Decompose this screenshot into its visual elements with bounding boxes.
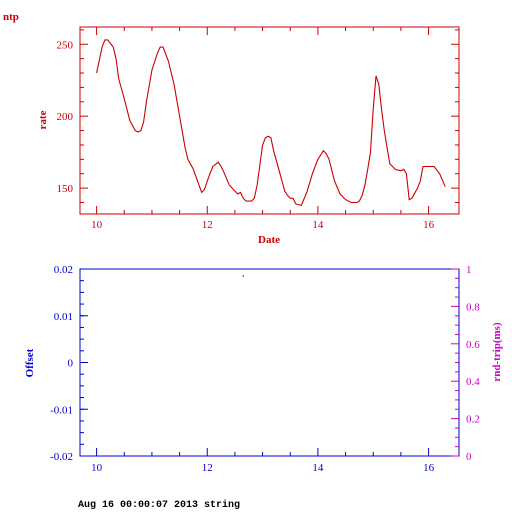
rate-chart-x-label: Date [258, 234, 280, 246]
offset-x-tick-label: 10 [91, 462, 103, 474]
roundtrip-y-tick-label: 0.4 [466, 376, 480, 388]
offset-data-point [242, 275, 244, 277]
offset-series-points [242, 275, 244, 277]
rate-chart-frame [79, 26, 460, 215]
rate-y-tick-label: 200 [57, 111, 74, 123]
roundtrip-y-tick-label: 0.8 [466, 301, 480, 313]
offset-chart-y2-label: rnd-trip(ms) [491, 322, 503, 382]
rate-chart-y-ticks: 150 200 250 [57, 29, 459, 203]
roundtrip-y-tick-label: 0.2 [466, 414, 480, 426]
offset-chart-frame [79, 268, 460, 457]
rate-series-line [96, 39, 446, 207]
roundtrip-y-tick-label: 0 [466, 451, 472, 463]
rate-chart-y-label: rate [37, 110, 49, 129]
footer-timestamp: Aug 16 00:00:07 2013 string [78, 500, 241, 511]
rate-x-tick-label: 16 [423, 219, 435, 231]
offset-y-tick-label: 0.02 [54, 264, 73, 276]
offset-y-tick-label: -0.01 [50, 404, 73, 416]
offset-chart-y-ticks: -0.02 -0.01 0 0.01 0.02 [50, 264, 88, 463]
rate-x-tick-label: 12 [202, 219, 213, 231]
rate-chart: 10 12 14 16 150 200 250 Date rate [37, 26, 460, 246]
offset-y-tick-label: 0.01 [54, 311, 73, 323]
rate-y-tick-label: 150 [57, 183, 74, 195]
roundtrip-y-tick-label: 0.6 [466, 339, 480, 351]
offset-chart-x-ticks: 10 12 14 16 [91, 448, 435, 474]
offset-x-tick-label: 12 [202, 462, 213, 474]
offset-y-tick-label: 0 [68, 358, 74, 370]
rate-x-tick-label: 14 [312, 219, 324, 231]
offset-y-tick-label: -0.02 [50, 451, 73, 463]
rate-y-tick-label: 250 [57, 39, 74, 51]
offset-x-tick-label: 14 [312, 462, 324, 474]
roundtrip-y-tick-label: 1 [466, 264, 472, 276]
page-label: ntp [3, 11, 19, 23]
offset-chart-y2-ticks: 0 0.2 0.4 0.6 0.8 1 [451, 264, 480, 463]
offset-x-tick-label: 16 [423, 462, 435, 474]
rate-x-tick-label: 10 [91, 219, 103, 231]
offset-chart-y-label: Offset [24, 348, 36, 377]
rate-chart-x-ticks: 10 12 14 16 [91, 27, 435, 231]
